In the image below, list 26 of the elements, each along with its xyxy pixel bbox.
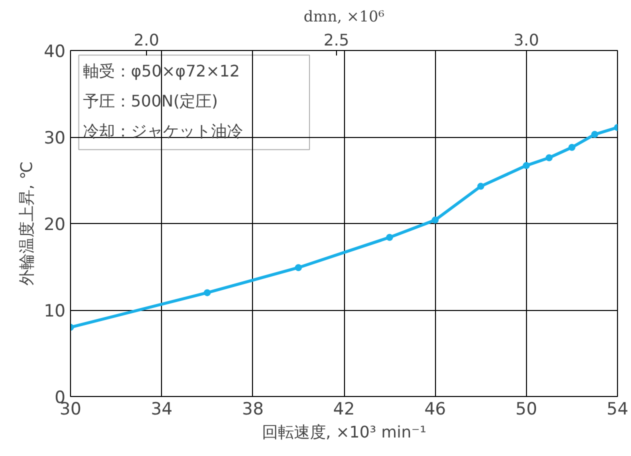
point — [204, 289, 211, 296]
x-tick-label: 54 — [606, 400, 628, 420]
x-tick-label: 34 — [150, 400, 172, 420]
point — [546, 154, 553, 162]
point — [477, 182, 484, 190]
x2-tick-label: 2.0 — [134, 30, 160, 50]
y-tick-label: 20 — [44, 215, 66, 235]
x-tick-label: 50 — [516, 400, 538, 420]
point — [568, 144, 576, 151]
x2-axis-title: dmn, ×10⁶ — [304, 8, 384, 26]
point — [386, 234, 394, 241]
y-tick-label: 10 — [44, 302, 66, 322]
point — [432, 216, 439, 224]
annotation: 冷却：ジャケット油冷 — [82, 121, 243, 140]
point — [522, 162, 530, 170]
x-axis-title: 回転速度, ×10³ min⁻¹ — [262, 422, 426, 442]
y-tick-label: 30 — [44, 128, 66, 148]
y-tick-label: 40 — [44, 42, 66, 62]
x2-tick-label: 3.0 — [514, 30, 540, 50]
x2-tick-label: 2.5 — [324, 30, 350, 50]
x-tick-label: 38 — [242, 400, 264, 420]
x-tick-label: 46 — [424, 400, 446, 420]
point — [591, 130, 598, 138]
point — [294, 264, 302, 272]
x-tick-label: 42 — [333, 400, 355, 420]
y-axis-title: 外輪温度上昇, ℃ — [16, 161, 36, 286]
